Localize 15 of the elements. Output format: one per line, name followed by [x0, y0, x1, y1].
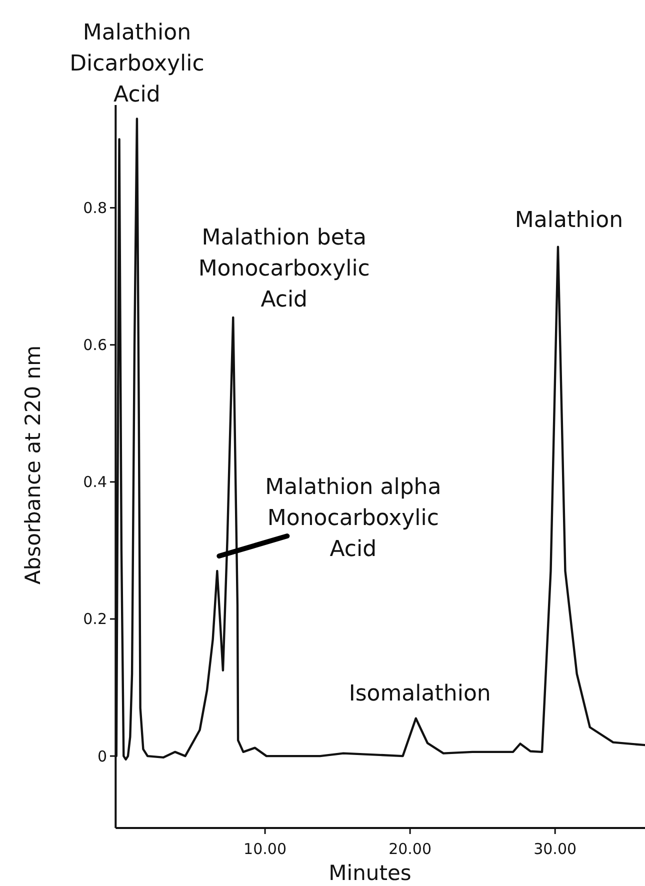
- x-tick-label: 10.00: [244, 840, 287, 858]
- annotation: Malathion: [514, 208, 624, 233]
- annotation: Isomalathion: [348, 681, 491, 706]
- annotation: Malathion alpha Monocarboxylic Acid: [265, 475, 442, 562]
- y-axis-title: Absorbance at 220 nm: [21, 345, 45, 585]
- annotation: Malathion Dicarboxylic Acid: [70, 20, 204, 108]
- annotation: Malathion beta Monocarboxylic Acid: [198, 225, 370, 312]
- x-tick-label: 30.00: [534, 840, 577, 858]
- y-tick-label: 0.8: [83, 199, 107, 218]
- x-tick-label: 20.00: [388, 840, 432, 858]
- y-tick-label: 0.2: [83, 610, 107, 628]
- y-tick-label: 0: [97, 747, 107, 766]
- y-tick-label: 0.4: [83, 473, 107, 492]
- y-tick-label: 0.6: [83, 336, 107, 354]
- x-axis-title: Minutes: [328, 861, 412, 885]
